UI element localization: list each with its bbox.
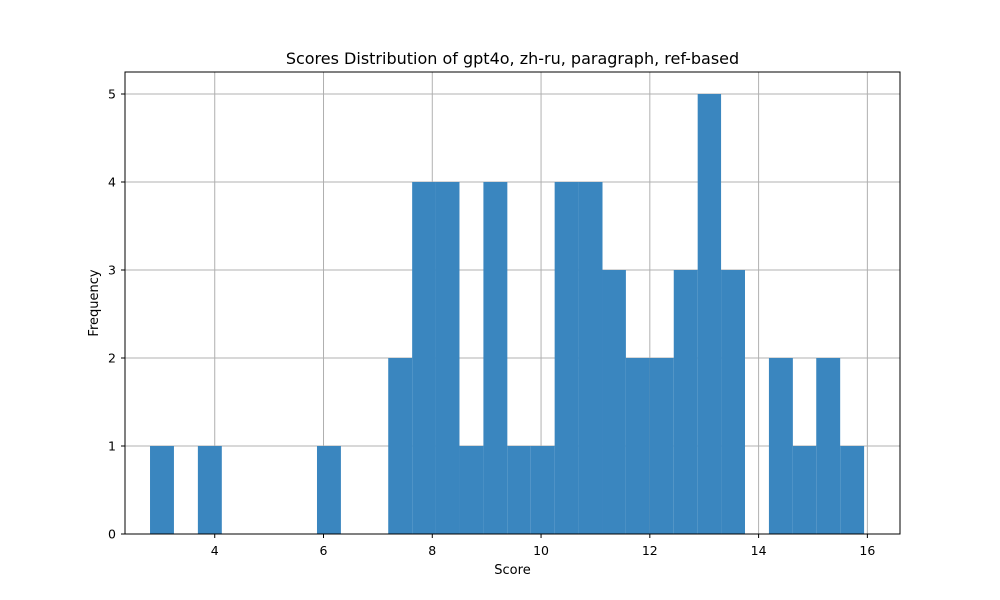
y-tick-label: 4 <box>108 175 116 190</box>
histogram-bar <box>554 182 579 534</box>
histogram-bar <box>578 182 603 534</box>
y-tick-label: 1 <box>108 439 116 454</box>
x-tick-label: 4 <box>211 543 219 558</box>
chart-title: Scores Distribution of gpt4o, zh-ru, par… <box>286 49 739 68</box>
histogram-bar <box>483 182 508 534</box>
histogram-bar <box>816 358 841 534</box>
histogram-bar <box>625 358 650 534</box>
bars-layer <box>150 94 865 534</box>
x-tick-label: 6 <box>320 543 328 558</box>
histogram-bar <box>316 446 341 534</box>
histogram-bar <box>768 358 793 534</box>
histogram-bar <box>412 182 436 534</box>
y-tick-label: 2 <box>108 351 116 366</box>
histogram-bar <box>435 182 460 534</box>
y-tick-label: 5 <box>108 87 116 102</box>
histogram-bar <box>150 446 174 534</box>
histogram-bar <box>197 446 222 534</box>
histogram-bar <box>602 270 626 534</box>
x-tick-label: 8 <box>428 543 436 558</box>
y-axis-label: Frequency <box>87 269 102 336</box>
x-tick-label: 16 <box>859 543 875 558</box>
histogram-bar <box>388 358 413 534</box>
histogram-bar <box>507 446 531 534</box>
x-tick-label: 12 <box>642 543 658 558</box>
x-tick-label: 14 <box>751 543 767 558</box>
y-tick-label: 3 <box>108 263 116 278</box>
histogram-bar <box>840 446 865 534</box>
histogram-bar <box>721 270 745 534</box>
x-tick-label: 10 <box>533 543 549 558</box>
histogram-bar <box>792 446 817 534</box>
plot-frame <box>124 71 901 535</box>
y-tick-label: 0 <box>108 527 116 542</box>
histogram-bar <box>673 270 698 534</box>
x-axis-label: Score <box>494 563 530 578</box>
histogram-bar <box>649 358 674 534</box>
histogram-bar <box>530 446 555 534</box>
histogram-bar <box>459 446 484 534</box>
histogram-bar <box>697 94 722 534</box>
